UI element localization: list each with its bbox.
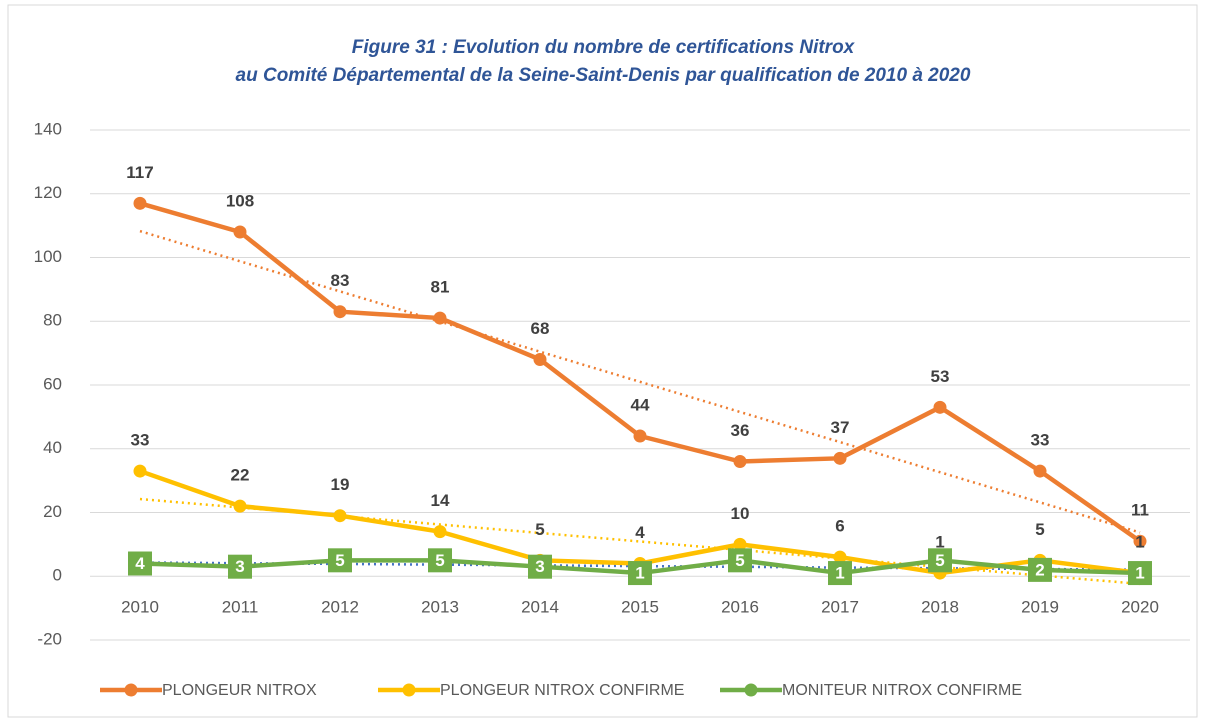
legend-marker	[402, 683, 416, 697]
data-label: 37	[831, 418, 850, 437]
marker	[533, 353, 547, 366]
data-label: 10	[731, 504, 750, 523]
x-tick-label: 2014	[521, 598, 559, 617]
x-tick-label: 2011	[222, 598, 259, 617]
marker	[228, 554, 252, 579]
marker	[833, 550, 847, 564]
marker	[728, 548, 752, 573]
x-tick-label: 2018	[921, 598, 959, 617]
x-tick-label: 2020	[1121, 598, 1159, 617]
data-label: 83	[331, 271, 350, 290]
data-label: 5	[435, 551, 444, 570]
chart-subtitle: au Comité Départemental de la Seine-Sain…	[236, 65, 971, 86]
data-label: 117	[126, 163, 153, 182]
marker	[628, 561, 652, 586]
data-label: 1	[635, 564, 644, 583]
legend-label: MONITEUR NITROX CONFIRME	[782, 682, 1022, 699]
x-tick-label: 2012	[321, 598, 359, 617]
y-tick-label: 80	[43, 311, 62, 330]
chart-border	[7, 4, 1198, 718]
legend-label: PLONGEUR NITROX CONFIRME	[440, 682, 684, 699]
marker	[1028, 557, 1052, 582]
x-tick-label: 2010	[121, 598, 159, 617]
data-label: 5	[935, 551, 944, 570]
marker	[928, 548, 952, 573]
data-label: 108	[226, 191, 254, 210]
data-label: 5	[535, 520, 544, 539]
marker	[128, 551, 152, 576]
marker	[433, 311, 447, 325]
data-label: 4	[135, 554, 145, 573]
marker	[428, 548, 452, 573]
data-label: 6	[835, 517, 844, 536]
data-label: 5	[335, 551, 344, 570]
marker	[133, 196, 147, 210]
y-tick-label: 20	[43, 502, 62, 521]
marker	[633, 429, 647, 443]
data-label: 1	[1135, 564, 1144, 583]
data-label: 4	[635, 523, 645, 542]
x-tick-label: 2015	[621, 598, 659, 617]
data-label: 33	[1031, 431, 1050, 450]
chart-title: Figure 31 : Evolution du nombre de certi…	[352, 37, 856, 58]
x-tick-label: 2017	[821, 598, 859, 617]
trend-line	[139, 229, 1141, 534]
data-label: 81	[431, 278, 450, 297]
data-label: 1	[935, 533, 944, 552]
data-label: 53	[931, 367, 950, 386]
marker	[133, 464, 147, 478]
marker	[828, 561, 852, 586]
marker	[733, 455, 747, 468]
data-label: 3	[535, 557, 544, 576]
data-label: 5	[1035, 520, 1044, 539]
data-label: 36	[731, 421, 750, 440]
data-label: 3	[235, 557, 244, 576]
y-tick-label: 0	[53, 566, 62, 585]
y-tick-label: 60	[43, 374, 62, 393]
data-label: 5	[735, 551, 744, 570]
y-tick-label: -20	[37, 629, 62, 648]
data-label: 1	[1135, 533, 1144, 552]
marker	[233, 499, 247, 513]
data-label: 19	[331, 475, 350, 494]
marker	[833, 451, 847, 465]
data-label: 33	[131, 431, 150, 450]
marker	[1128, 561, 1152, 586]
y-tick-label: 140	[34, 119, 62, 138]
marker	[333, 305, 347, 319]
marker	[233, 225, 247, 239]
marker	[1033, 464, 1047, 478]
legend-label: PLONGEUR NITROX	[162, 682, 317, 699]
data-label: 68	[531, 319, 550, 338]
data-label: 11	[1131, 501, 1149, 520]
marker	[328, 548, 352, 573]
y-tick-label: 120	[34, 183, 62, 202]
marker	[528, 554, 552, 579]
legend-marker	[744, 683, 758, 697]
data-label: 2	[1035, 560, 1044, 579]
data-label: 22	[231, 466, 250, 485]
x-tick-label: 2019	[1021, 598, 1059, 617]
x-tick-label: 2013	[421, 598, 459, 617]
marker	[733, 537, 747, 551]
y-tick-label: 40	[43, 438, 62, 457]
legend-marker	[124, 683, 138, 697]
data-label: 1	[835, 564, 844, 583]
data-label: 14	[431, 491, 450, 510]
marker	[433, 525, 447, 539]
data-label: 44	[631, 395, 650, 414]
marker	[1133, 534, 1147, 548]
marker	[333, 509, 347, 523]
x-tick-label: 2016	[721, 598, 759, 617]
y-tick-label: 100	[34, 247, 62, 266]
marker	[933, 400, 947, 414]
